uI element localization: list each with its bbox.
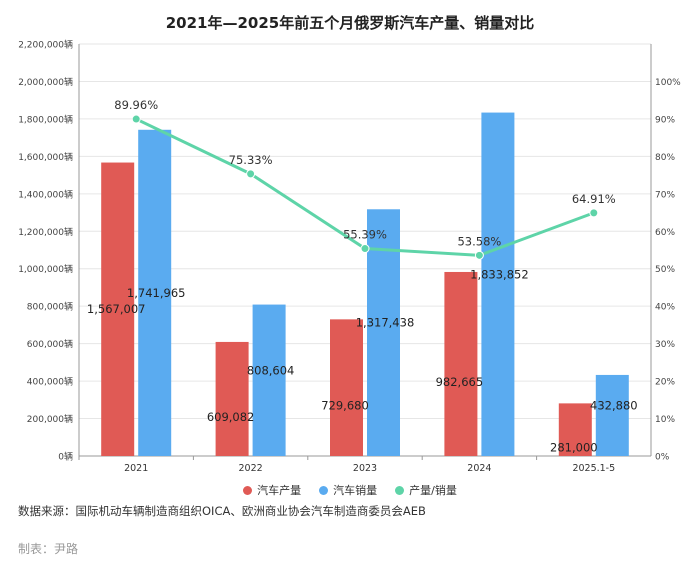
legend-label: 产量/销量 (409, 484, 457, 497)
y-tick-label: 2,000,000辆 (18, 76, 73, 88)
x-tick-label: 2023 (353, 463, 377, 474)
legend: 汽车产量 汽车销量 产量/销量 (0, 482, 700, 498)
x-tick-label: 2022 (239, 463, 263, 474)
y-tick-label: 1,600,000辆 (18, 151, 73, 163)
bar-production (444, 271, 478, 456)
y2-tick-label: 0% (655, 453, 670, 463)
point-ratio (589, 208, 599, 218)
data-label-ratio: 89.96% (114, 98, 158, 112)
legend-item: 汽车产量 (243, 482, 301, 498)
bar-sales (595, 374, 629, 456)
legend-label: 汽车产量 (257, 484, 302, 497)
data-label-ratio: 64.91% (572, 192, 616, 206)
x-tick-label: 2021 (124, 463, 148, 474)
point-ratio (360, 244, 370, 254)
data-label-sales: 1,741,965 (127, 286, 186, 300)
data-label-sales: 1,317,438 (356, 316, 415, 330)
y-tick-label: 0辆 (58, 451, 73, 463)
data-label-ratio: 75.33% (229, 153, 273, 167)
credit: 制表：尹路 (18, 542, 79, 556)
point-ratio (474, 250, 484, 260)
x-tick-label: 2025.1-5 (572, 463, 615, 474)
y2-tick-label: 80% (655, 153, 675, 163)
y-tick-label: 1,200,000辆 (18, 226, 73, 238)
bar-production (101, 162, 135, 456)
data-label-sales: 808,604 (247, 363, 295, 377)
y2-tick-label: 30% (655, 340, 675, 350)
data-label-production: 609,082 (207, 410, 255, 424)
y2-tick-label: 100% (655, 78, 681, 88)
data-label-sales: 432,880 (590, 398, 638, 412)
y2-tick-label: 20% (655, 378, 675, 388)
point-ratio (131, 114, 141, 124)
data-label-sales: 1,833,852 (470, 267, 529, 281)
bar-sales (481, 112, 515, 457)
y2-tick-label: 90% (655, 115, 675, 125)
legend-swatch (395, 485, 405, 495)
y-tick-label: 600,000辆 (27, 338, 73, 350)
legend-item: 汽车销量 (319, 482, 377, 498)
x-tick-label: 2024 (467, 463, 491, 474)
bar-production (215, 341, 249, 456)
legend-swatch (319, 485, 329, 495)
data-label-ratio: 53.58% (457, 234, 501, 248)
data-label-production: 281,000 (550, 441, 598, 455)
y-tick-label: 2,200,000辆 (18, 39, 73, 51)
y-tick-label: 1,800,000辆 (18, 113, 73, 125)
y2-tick-label: 60% (655, 228, 675, 238)
bar-production (558, 403, 592, 456)
y-tick-label: 1,000,000辆 (18, 263, 73, 275)
y-tick-label: 800,000辆 (27, 301, 73, 313)
bar-sales (367, 209, 400, 456)
legend-swatch (243, 485, 253, 495)
chart-title: 2021年—2025年前五个月俄罗斯汽车产量、销量对比 (165, 14, 535, 32)
bar-sales (138, 129, 172, 456)
data-label-ratio: 55.39% (343, 228, 387, 242)
data-label-production: 982,665 (436, 375, 484, 389)
bar-production (330, 319, 363, 456)
y2-tick-label: 50% (655, 265, 675, 275)
legend-item: 产量/销量 (395, 482, 457, 498)
data-label-production: 1,567,007 (87, 302, 146, 316)
data-label-production: 729,680 (321, 399, 369, 413)
y-tick-label: 200,000辆 (27, 413, 73, 425)
y2-tick-label: 10% (655, 415, 675, 425)
legend-label: 汽车销量 (333, 484, 378, 497)
y-tick-label: 1,400,000辆 (18, 188, 73, 200)
bar-sales (252, 304, 286, 456)
y-tick-label: 400,000辆 (27, 376, 73, 388)
data-source: 数据来源：国际机动车辆制造商组织OICA、欧洲商业协会汽车制造商委员会AEB (18, 504, 426, 518)
y2-tick-label: 70% (655, 190, 675, 200)
point-ratio (246, 169, 256, 179)
y2-tick-label: 40% (655, 303, 675, 313)
